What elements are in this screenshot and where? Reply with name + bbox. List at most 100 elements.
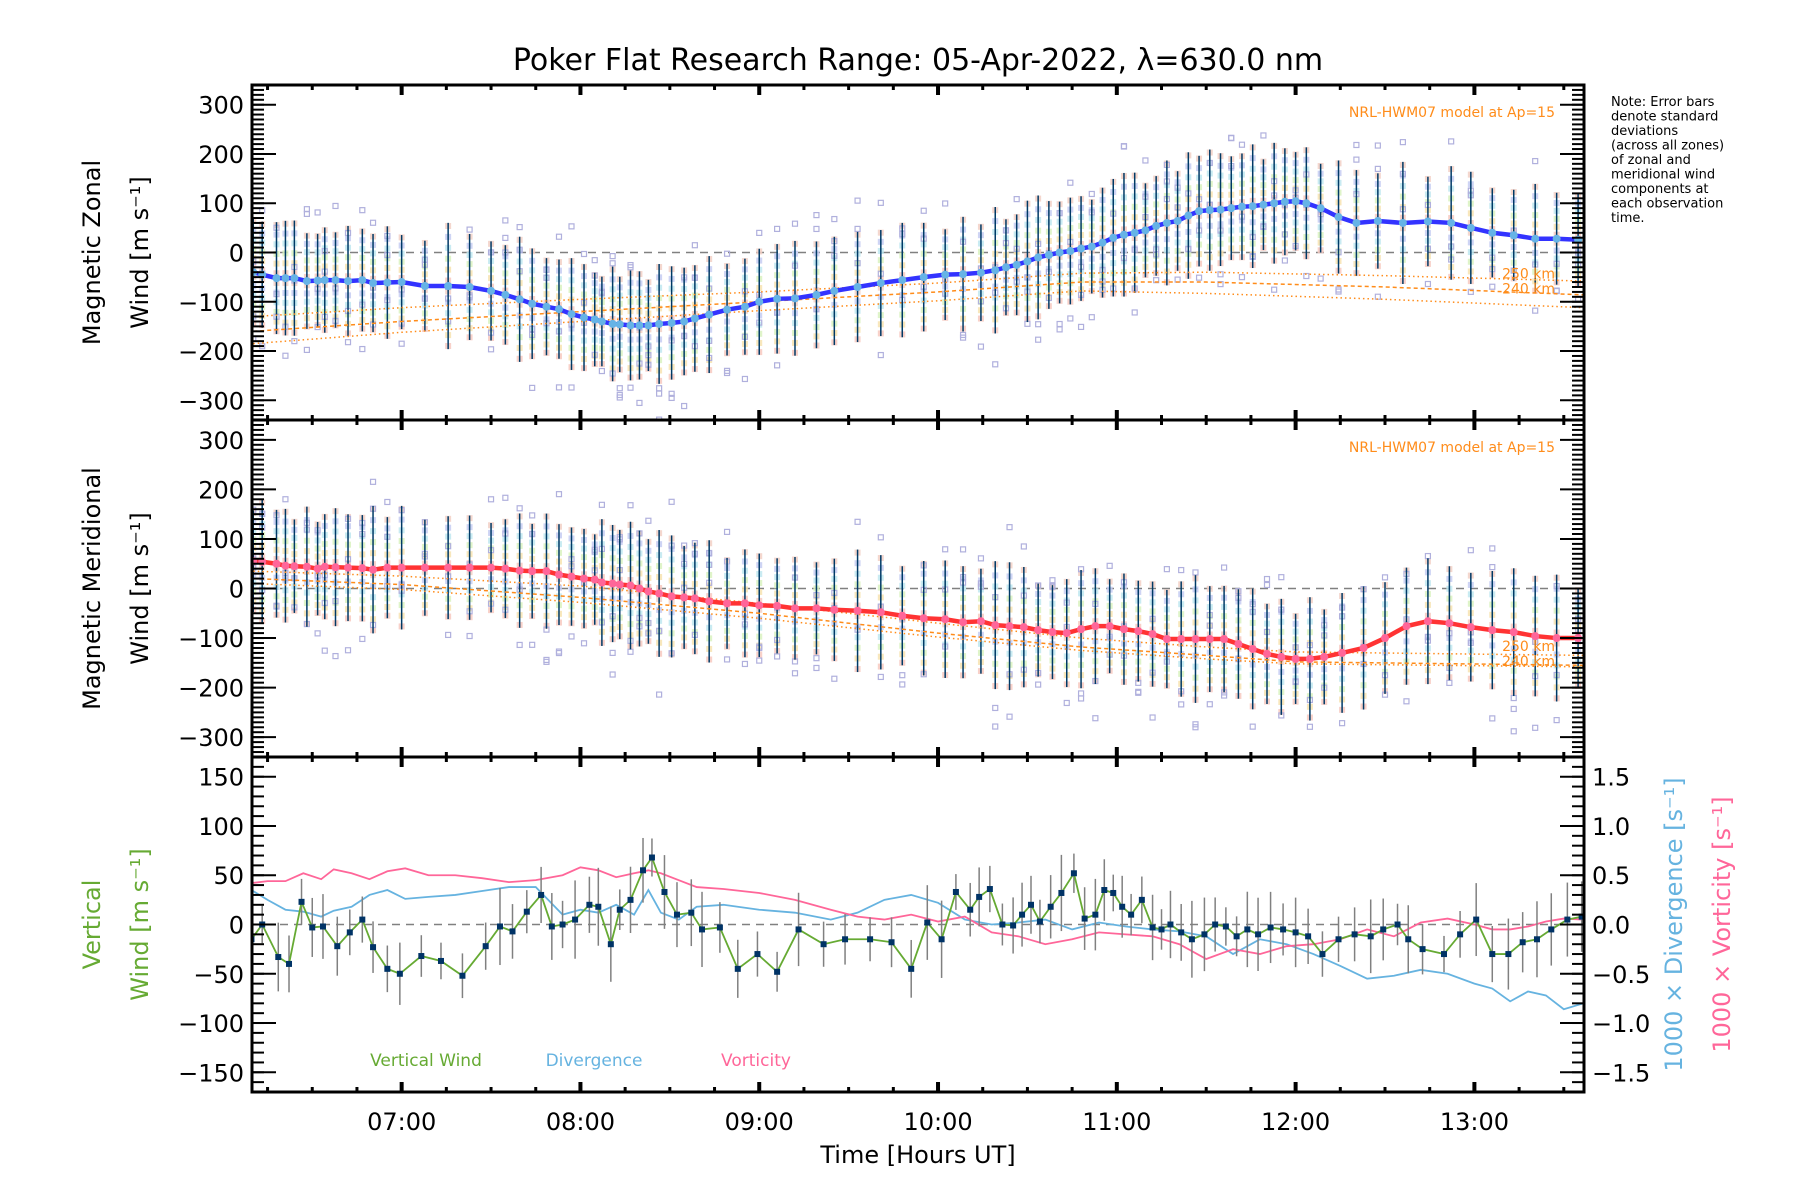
outlier-point (1424, 552, 1432, 560)
outlier-point (1067, 179, 1074, 186)
legend-entry: Divergence (546, 1051, 643, 1071)
wind-marker (644, 321, 653, 330)
y-label-line2: Wind [m s⁻¹] (126, 512, 154, 664)
wind-marker (755, 601, 764, 610)
wind-marker (1248, 202, 1257, 211)
wind-marker (383, 563, 392, 572)
outlier-point (529, 384, 536, 391)
outlier-point (977, 555, 985, 562)
vertical-wind-marker (1305, 933, 1312, 940)
wind-marker (1277, 652, 1286, 661)
wind-marker (1220, 635, 1229, 644)
outlier-point (656, 691, 663, 698)
outlier-point (344, 647, 352, 654)
outlier-point (609, 260, 616, 267)
wind-marker (1316, 204, 1325, 213)
divergence-line (252, 886, 1584, 1011)
vertical-wind-marker (1267, 924, 1274, 931)
outlier-point (359, 207, 366, 214)
vertical-wind-marker (1564, 916, 1571, 923)
outlier-point (384, 498, 391, 506)
wind-marker (344, 277, 353, 286)
x-tick-label: 08:00 (546, 1108, 615, 1136)
outlier-point (656, 390, 663, 397)
outlier-point (1063, 699, 1070, 707)
outlier-point (1448, 138, 1455, 145)
outlier-point (1238, 141, 1246, 148)
vertical-wind-marker (572, 916, 579, 923)
outlier-point (1532, 724, 1539, 731)
wind-marker (1447, 218, 1456, 227)
outlier-point (1374, 142, 1381, 149)
vertical-wind-marker (673, 911, 680, 918)
vertical-wind-marker (1212, 921, 1219, 928)
wind-marker (580, 574, 589, 583)
outlier-point (691, 242, 698, 249)
vertical-wind-marker (359, 916, 366, 923)
wind-marker (397, 563, 406, 572)
wind-marker (723, 599, 732, 608)
wind-marker (976, 617, 985, 626)
wind-marker (1205, 635, 1214, 644)
wind-marker (626, 321, 635, 330)
wind-marker (383, 278, 392, 287)
wind-marker (290, 562, 299, 571)
wind-marker (1291, 654, 1300, 663)
wind-marker (959, 270, 968, 279)
wind-marker (1359, 643, 1368, 652)
wind-marker (501, 564, 510, 573)
wind-line (253, 558, 1579, 662)
y2-tick-label: 1.5 (1592, 764, 1630, 792)
outlier-point (1260, 132, 1267, 139)
y-tick-label: 150 (198, 764, 244, 792)
vertical-wind-marker (586, 901, 593, 908)
outlier-point (1353, 156, 1360, 163)
vertical-wind-marker (820, 941, 827, 948)
wind-marker (667, 592, 676, 601)
vertical-wind-marker (346, 929, 353, 936)
wind-marker (1248, 644, 1257, 653)
vertical-wind-marker (661, 888, 668, 895)
outlier-point (303, 346, 310, 354)
wind-marker (1398, 218, 1407, 227)
vertical-wind-marker (1548, 926, 1555, 933)
wind-marker (1216, 205, 1225, 214)
note-line: time. (1611, 211, 1645, 226)
outlier-point (1220, 692, 1228, 699)
outlier-point (1532, 307, 1539, 314)
wind-marker (1552, 234, 1561, 243)
note-line: components at (1611, 182, 1709, 197)
wind-marker (655, 589, 664, 598)
wind-marker (615, 320, 624, 329)
wind-marker (597, 317, 606, 326)
vertical-wind-marker (688, 909, 695, 916)
outlier-point (831, 675, 838, 682)
wind-marker (580, 313, 589, 322)
wind-marker (290, 274, 299, 283)
sample-point (252, 292, 257, 299)
wind-marker (830, 605, 839, 614)
wind-marker (272, 559, 281, 568)
outlier-point (487, 496, 495, 503)
wind-marker (667, 318, 676, 327)
outlier-point (774, 653, 781, 660)
wind-marker (635, 321, 644, 330)
vertical-wind-marker (967, 906, 974, 913)
outlier-point (1067, 315, 1074, 322)
wind-marker (812, 604, 821, 613)
wind-marker (1334, 213, 1343, 222)
vertical-wind-marker (1351, 931, 1358, 938)
y-tick-label: 50 (213, 862, 244, 890)
wind-marker (567, 310, 576, 319)
vertical-wind-marker (952, 888, 959, 895)
wind-marker (608, 579, 617, 588)
vertical-wind-marker (924, 919, 931, 926)
outlier-point (668, 394, 675, 402)
y-label-line1: Vertical (78, 880, 106, 970)
vertical-wind-marker (976, 893, 983, 900)
wind-marker (1305, 654, 1314, 663)
outlier-point (1077, 690, 1085, 697)
wind-marker (626, 581, 635, 590)
vertical-wind-marker (795, 926, 802, 933)
